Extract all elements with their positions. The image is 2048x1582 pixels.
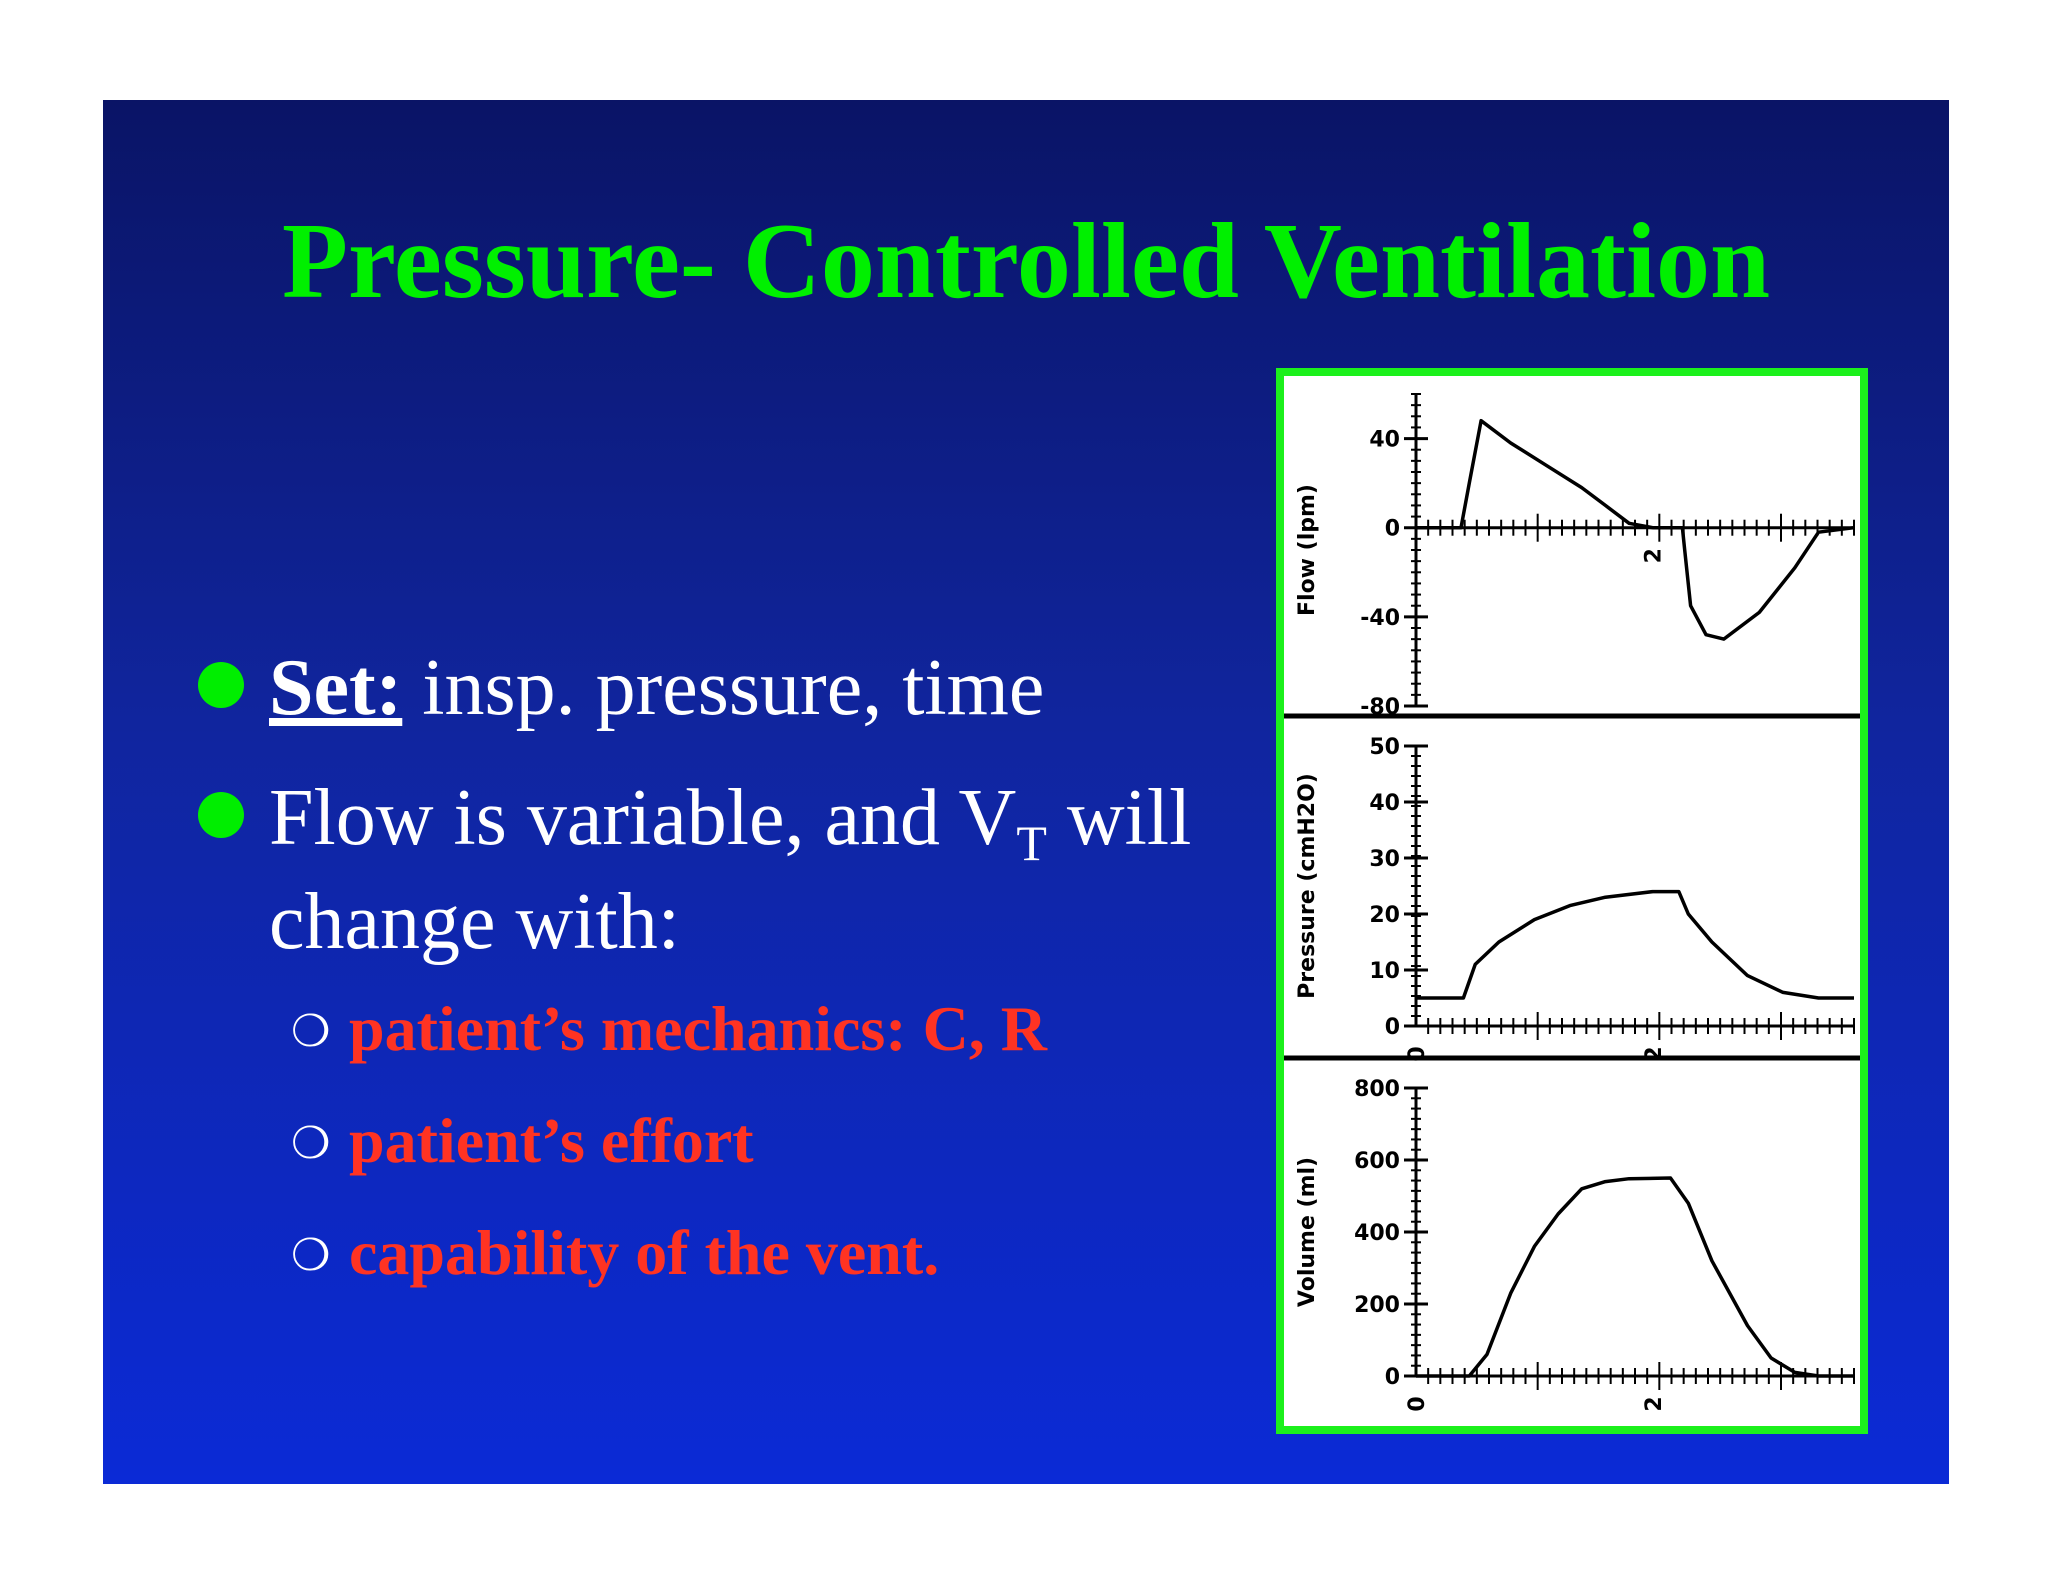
subbullet-2: patient’s effort [349, 1105, 754, 1176]
chart-1-y-tick-label: 40 [1369, 428, 1400, 453]
chart-1-y-tick-label: -40 [1360, 606, 1400, 631]
chart-2-y-label: Pressure (cmH2O) [1295, 773, 1320, 999]
chart-1-y-label: Flow (lpm) [1295, 484, 1320, 616]
chart-3-x-tick-label: 0 [1405, 1396, 1430, 1411]
chart-3-y-tick-label: 400 [1354, 1221, 1400, 1246]
chart-3-y-tick-label: 600 [1354, 1149, 1400, 1174]
subbullet-1: patient’s mechanics: C, R [349, 993, 1047, 1064]
chart-2-y-tick-label: 50 [1369, 735, 1400, 760]
bullet-1: Set: insp. pressure, time [269, 648, 1044, 728]
bullet-2: Flow is variable, and VT will [269, 778, 1191, 868]
bullet-2-text-pre: Flow is variable, and V [269, 774, 1017, 862]
bullet-2-line2: change with: [269, 878, 680, 966]
chart-2-series-line [1416, 889, 1854, 1000]
chart-1-series-line [1416, 418, 1855, 641]
chart-2-y-tick-label: 10 [1369, 959, 1400, 984]
bullet-1-text: insp. pressure, time [402, 644, 1045, 732]
bullet-dot-1 [198, 662, 244, 708]
chart-3-y-tick-label: 200 [1354, 1293, 1400, 1318]
chart-2-y-tick-label: 20 [1369, 903, 1400, 928]
bullet-2-subscript: T [1016, 815, 1047, 871]
subbullet-marker-3: ❍ [291, 1231, 331, 1280]
chart-2-y-tick-label: 40 [1369, 791, 1400, 816]
waveform-panel: 40 0 -40 -80 2 Flow (lpm) 50 40 30 20 10 0 0 2 Pressur… [1276, 368, 1868, 1434]
chart-3-y-tick-label: 800 [1354, 1077, 1400, 1102]
chart-3-y-tick-label: 0 [1385, 1365, 1400, 1390]
slide: Pressure- Controlled Ventilation Set: in… [103, 100, 1949, 1484]
chart-1-y-tick-label: 0 [1385, 517, 1400, 542]
subbullet-3: capability of the vent. [349, 1217, 940, 1288]
chart-3-y-label: Volume (ml) [1295, 1157, 1320, 1307]
slide-title: Pressure- Controlled Ventilation [281, 202, 1771, 321]
chart-2-y-tick-label: 0 [1385, 1015, 1400, 1040]
subbullet-marker-2: ❍ [291, 1119, 331, 1168]
chart-2-y-tick-label: 30 [1369, 847, 1400, 872]
chart-3-series-line [1416, 1176, 1854, 1378]
bullet-dot-2 [198, 792, 244, 838]
chart-1-x-tick-label: 2 [1642, 548, 1667, 563]
bullet-1-label: Set: [269, 644, 403, 732]
bullet-2-text-post: will [1046, 774, 1192, 862]
subbullet-marker-1: ❍ [291, 1007, 331, 1056]
chart-3-x-tick-label: 2 [1642, 1396, 1667, 1411]
